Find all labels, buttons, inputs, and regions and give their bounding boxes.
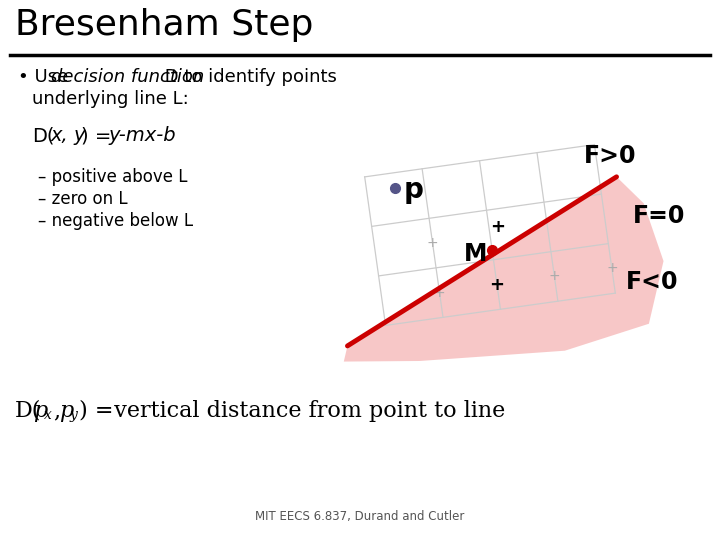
Text: D(: D( — [15, 400, 41, 422]
Text: p: p — [59, 400, 73, 422]
Text: F>0: F>0 — [585, 144, 636, 168]
Text: – positive above L: – positive above L — [38, 168, 187, 186]
Text: +: + — [490, 218, 505, 236]
Text: MIT EECS 6.837, Durand and Cutler: MIT EECS 6.837, Durand and Cutler — [256, 510, 464, 523]
Text: +: + — [427, 236, 438, 250]
Text: ) =: ) = — [81, 126, 117, 145]
Text: +: + — [433, 286, 446, 300]
Text: x: x — [44, 408, 52, 422]
Text: p: p — [33, 400, 48, 422]
Text: Bresenham Step: Bresenham Step — [15, 8, 313, 42]
Polygon shape — [343, 177, 664, 362]
Text: +: + — [549, 269, 560, 284]
Text: M: M — [464, 242, 487, 266]
Text: decision function: decision function — [51, 68, 204, 86]
Text: +: + — [606, 261, 618, 275]
Text: F<0: F<0 — [626, 269, 678, 294]
Text: D(: D( — [32, 126, 55, 145]
Text: ) =: ) = — [79, 400, 121, 422]
Text: y: y — [70, 408, 78, 422]
Text: underlying line L:: underlying line L: — [32, 90, 189, 108]
Text: • Use: • Use — [18, 68, 74, 86]
Text: p: p — [403, 176, 423, 204]
Text: +: + — [490, 275, 505, 294]
Text: – negative below L: – negative below L — [38, 212, 193, 230]
Text: vertical distance from point to line: vertical distance from point to line — [107, 400, 505, 422]
Text: F=0: F=0 — [633, 204, 685, 228]
Text: – zero on L: – zero on L — [38, 190, 127, 208]
Text: x, y: x, y — [51, 126, 86, 145]
Text: y-mx-b: y-mx-b — [108, 126, 176, 145]
Text: D to identify points: D to identify points — [159, 68, 337, 86]
Text: ,: , — [53, 400, 60, 422]
